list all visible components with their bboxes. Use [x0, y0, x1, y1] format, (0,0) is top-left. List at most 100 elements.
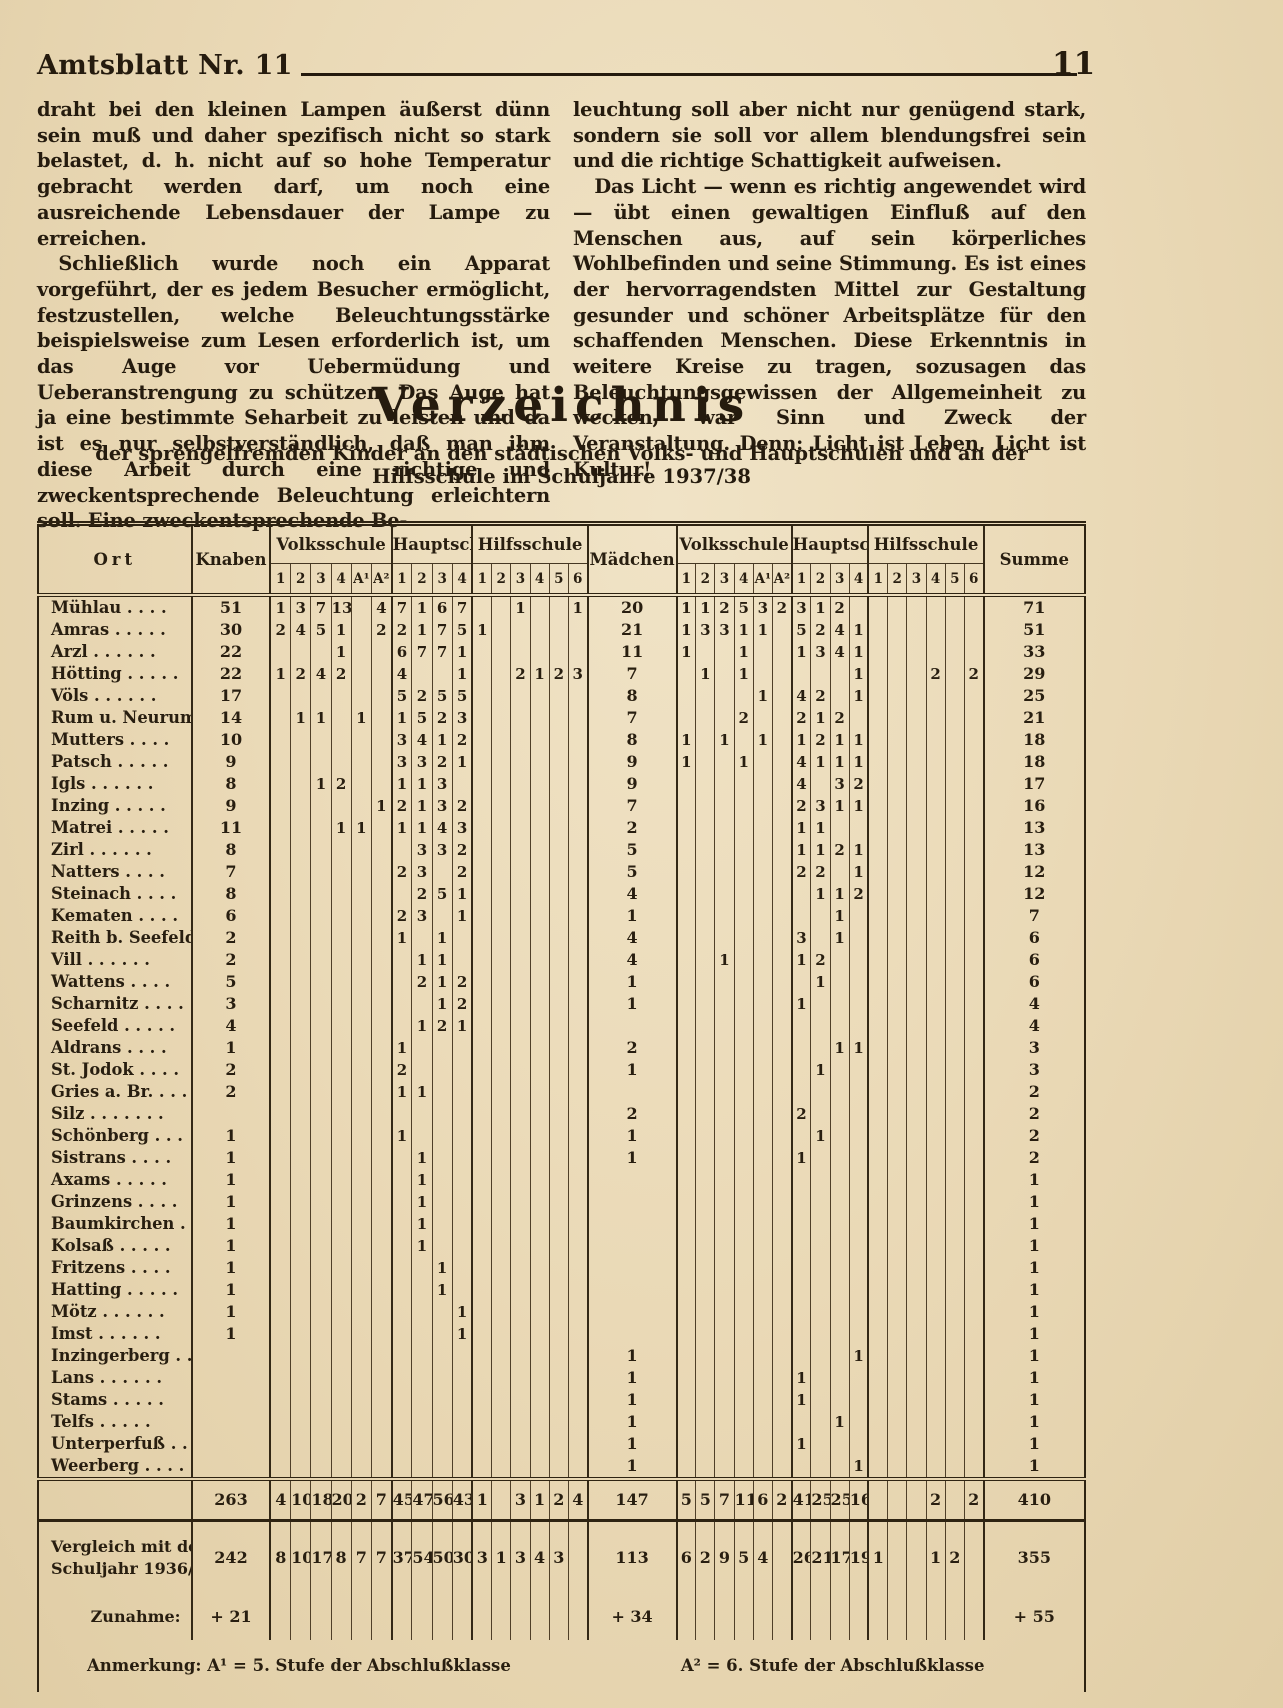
girls-cell [714, 1279, 735, 1301]
girls-cell [753, 1301, 773, 1323]
girls-cell [906, 1037, 927, 1059]
boys-total-cell: 4 [270, 1477, 292, 1522]
boys-cell: 1 [391, 817, 413, 839]
girls-cell [810, 993, 831, 1015]
girls-cell [695, 729, 716, 751]
girls-cell [926, 1147, 946, 1169]
boys-cell [510, 1235, 531, 1257]
boys-cell [568, 1367, 589, 1389]
girls-cell [676, 1279, 697, 1301]
girls-cell [772, 1125, 793, 1147]
boys-cell [290, 949, 312, 971]
maedchen-cell: 1 [587, 1125, 678, 1147]
girls-cell [753, 1279, 773, 1301]
boys-cell [351, 1147, 372, 1169]
knaben-cell: 1 [191, 1235, 272, 1257]
boys-cell [530, 685, 550, 707]
girls-cell [772, 1081, 793, 1103]
girls-cell [714, 861, 735, 883]
girls-cell: 1 [791, 641, 812, 663]
table-row: Zirl . . . . . . 8 3 3 2 5 1 1 2 1 13 [38, 839, 1085, 861]
boys-cell [310, 1081, 332, 1103]
girls-cell [695, 1345, 716, 1367]
girls-cell [964, 595, 985, 619]
boys-cell [270, 905, 292, 927]
boys-vergleich-cell: 3 [472, 1520, 493, 1594]
boys-cell [310, 1125, 332, 1147]
girls-cell [734, 949, 754, 971]
boys-cell [472, 927, 493, 949]
girls-cell [945, 905, 965, 927]
girls-total-cell: 6 [753, 1477, 773, 1522]
girls-cell: 2 [810, 619, 831, 641]
girls-cell [772, 773, 793, 795]
subcol-header: A¹ [351, 563, 372, 597]
boys-cell: 1 [391, 1125, 413, 1147]
boys-cell [491, 1147, 512, 1169]
paragraph: Schließlich wurde noch ein Apparat vorge… [37, 252, 550, 533]
boys-cell [491, 1125, 512, 1147]
boys-cell [549, 1059, 569, 1081]
boys-cell [351, 619, 372, 641]
boys-cell [549, 1345, 569, 1367]
maedchen-cell: 1 [587, 1389, 678, 1411]
boys-cell [491, 1411, 512, 1433]
girls-total-cell: 16 [849, 1477, 870, 1522]
girls-cell [945, 949, 965, 971]
girls-cell [810, 905, 831, 927]
girls-cell [926, 1191, 946, 1213]
girls-cell [887, 795, 908, 817]
girls-vergleich-cell: 6 [676, 1520, 697, 1594]
boys-cell [491, 1059, 512, 1081]
boys-cell [391, 971, 413, 993]
girls-cell [964, 773, 985, 795]
boys-cell [491, 817, 512, 839]
knaben-cell: 11 [191, 817, 272, 839]
girls-cell [714, 1301, 735, 1323]
girls-cell [734, 1147, 754, 1169]
girls-cell [714, 663, 735, 685]
girls-cell [676, 1191, 697, 1213]
ort-cell: Scharnitz . . . . [38, 993, 193, 1015]
girls-cell [926, 1213, 946, 1235]
boys-cell [290, 817, 312, 839]
boys-cell: 1 [411, 773, 433, 795]
boys-cell [371, 839, 393, 861]
girls-cell [695, 707, 716, 729]
girls-cell [887, 1455, 908, 1479]
maedchen-cell: 2 [587, 817, 678, 839]
girls-cell [887, 817, 908, 839]
girls-cell [887, 641, 908, 663]
boys-cell: 5 [391, 685, 413, 707]
girls-cell [753, 817, 773, 839]
girls-cell [676, 685, 697, 707]
girls-cell [753, 707, 773, 729]
table-row: Mutters . . . . 10 3 4 1 2 8 1 1 1 1 2 1 1 18 [38, 729, 1085, 751]
boys-cell: 3 [391, 751, 413, 773]
boys-total-cell: 45 [391, 1477, 413, 1522]
boys-cell [331, 883, 352, 905]
girls-cell [753, 1037, 773, 1059]
girls-cell [945, 1433, 965, 1455]
girls-cell [830, 949, 850, 971]
boys-cell [411, 1345, 433, 1367]
girls-cell [926, 619, 946, 641]
boys-cell [491, 905, 512, 927]
boys-cell [568, 685, 589, 707]
girls-cell [945, 1015, 965, 1037]
page-number: 11 [1052, 46, 1096, 82]
girls-cell [753, 751, 773, 773]
girls-cell [926, 795, 946, 817]
girls-cell [926, 751, 946, 773]
boys-cell [351, 795, 372, 817]
knaben-cell: 9 [191, 795, 272, 817]
girls-cell [887, 1125, 908, 1147]
girls-total-cell: 5 [695, 1477, 716, 1522]
girls-cell [830, 1345, 850, 1367]
boys-cell [491, 949, 512, 971]
boys-cell [568, 927, 589, 949]
boys-cell [568, 905, 589, 927]
